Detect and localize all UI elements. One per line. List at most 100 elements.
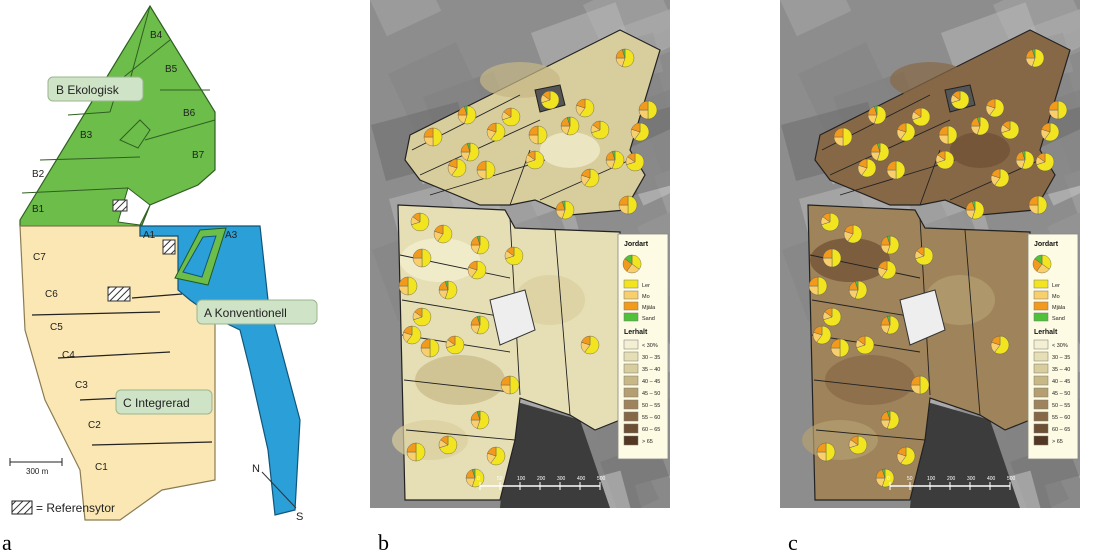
pie-slice-3: [561, 200, 566, 211]
soil-type-label: Mo: [1052, 294, 1060, 300]
satellite-texture: [780, 0, 852, 37]
pie-slice-0: [490, 446, 506, 466]
soil-type-pie: [501, 107, 521, 127]
pie-slice-2: [991, 335, 1001, 346]
pie-slice-2: [986, 98, 996, 109]
soil-type-pie: [412, 307, 432, 327]
soil-type-pie: [938, 125, 958, 145]
area-a-konventionell: [139, 225, 301, 516]
lerhalt-patch: [400, 238, 480, 282]
soil-map-b: 0 50 100 200 300 400 500 Jordart Ler Mo Mjäla Sand L…: [370, 0, 786, 557]
panel-letter-b: b: [378, 530, 389, 555]
pie-slice-0: [421, 248, 432, 268]
soil-type-pie: [877, 260, 897, 280]
soil-type-pie: [406, 442, 426, 462]
pie-slice-0: [406, 325, 422, 345]
lerhalt-label: 60 – 65: [1052, 427, 1070, 433]
soil-type-pie: [630, 122, 650, 142]
pie-slice-3: [463, 105, 468, 116]
lerhalt-title: Lerhalt: [1034, 329, 1058, 336]
lerhalt-title: Lerhalt: [624, 329, 648, 336]
forest-area: [910, 400, 1020, 508]
plot-labels: B1 B2 B3 B4 B5 B6 B7 A1 A3 C1 C2 C3 C4 C…: [32, 30, 238, 473]
soil-type-pie: [555, 200, 575, 220]
pie-slice-2: [412, 248, 423, 259]
label-box-a: A Konventionell: [196, 299, 318, 325]
soil-type-pie: [896, 446, 916, 466]
pie-slice-3: [476, 315, 481, 326]
soil-type-pie: [870, 142, 890, 162]
soil-type-pie: [950, 90, 970, 110]
pie-slice-0: [432, 127, 443, 147]
pie-slice-3: [466, 142, 471, 153]
soil-type-pie: [880, 315, 900, 335]
lerhalt-patch: [950, 132, 1010, 168]
soil-type-pie: [1028, 195, 1048, 215]
scale-tick-label: 100: [927, 476, 936, 482]
pie-slice-0: [451, 158, 467, 178]
soil-type-label: Mo: [642, 294, 650, 300]
pie-slice-2: [468, 260, 478, 271]
pie-slice-3: [971, 200, 976, 211]
pie-slice-0: [634, 122, 650, 142]
plot-label: B7: [192, 150, 205, 161]
soil-type-pie: [433, 224, 453, 244]
soil-type-label: Ler: [642, 283, 650, 289]
pie-slice-2: [447, 335, 456, 346]
lerhalt-swatch: [1033, 411, 1049, 422]
pie-slice-3: [444, 280, 449, 291]
pie-slice-0: [900, 446, 916, 466]
plot-label: B5: [165, 64, 178, 75]
lerhalt-swatch: [1033, 375, 1049, 386]
field-boundary: [405, 429, 516, 441]
pie-slice-2: [500, 375, 511, 386]
pie-slice-2: [476, 160, 487, 171]
lerhalt-swatch: [1033, 363, 1049, 374]
legend-pie-slice: [624, 254, 633, 265]
soil-swatch: [1033, 290, 1049, 300]
pie-slice-2: [1002, 120, 1011, 131]
pie-slice-3: [611, 150, 616, 161]
pie-slice-3: [566, 116, 571, 127]
pie-slice-2: [991, 168, 1001, 179]
lerhalt-label: 35 – 40: [642, 367, 660, 373]
soil-swatch: [623, 312, 639, 322]
lerhalt-swatch: [1033, 387, 1049, 398]
lerhalt-swatch: [623, 411, 639, 422]
soil-type-pie: [855, 335, 875, 355]
lerhalt-label: 55 – 60: [1052, 415, 1070, 421]
pie-slice-2: [434, 224, 444, 235]
soil-type-pie: [486, 446, 506, 466]
soil-type-pie: [580, 335, 600, 355]
label-box-b: B Ekologisk: [47, 76, 144, 102]
soil-type-pie: [1025, 48, 1045, 68]
scale-tick-label: 400: [577, 476, 586, 482]
soil-type-pie: [985, 98, 1005, 118]
pie-slice-2: [824, 307, 833, 318]
pie-slice-2: [952, 90, 961, 101]
scale-bar: 0 50 100 200 300 400 500: [887, 476, 1016, 490]
soil-type-pie: [857, 158, 877, 178]
scale-bar: 300 m: [9, 458, 63, 476]
soil-type-pie: [470, 315, 490, 335]
lerhalt-patch: [825, 355, 915, 405]
farm-buildings: [899, 289, 946, 346]
soil-type-pie: [970, 116, 990, 136]
pie-slice-2: [822, 212, 831, 223]
pie-slice-2: [581, 168, 591, 179]
pie-slice-2: [1037, 152, 1046, 163]
pie-slice-0: [490, 122, 506, 142]
pie-slice-0: [437, 224, 453, 244]
scale-label: 300 m: [26, 467, 49, 476]
soil-type-pie: [615, 48, 635, 68]
pie-slice-0: [415, 442, 426, 462]
plot-label: B6: [183, 108, 196, 119]
pie-slice-0: [1044, 122, 1060, 142]
scale-tick-label: 400: [987, 476, 996, 482]
area-label-a: A Konventionell: [204, 306, 287, 320]
lerhalt-patch: [540, 132, 600, 168]
lerhalt-label: > 65: [1052, 439, 1063, 445]
pie-slice-2: [897, 122, 907, 133]
pie-slice-3: [881, 468, 886, 479]
soil-type-pie: [965, 200, 985, 220]
